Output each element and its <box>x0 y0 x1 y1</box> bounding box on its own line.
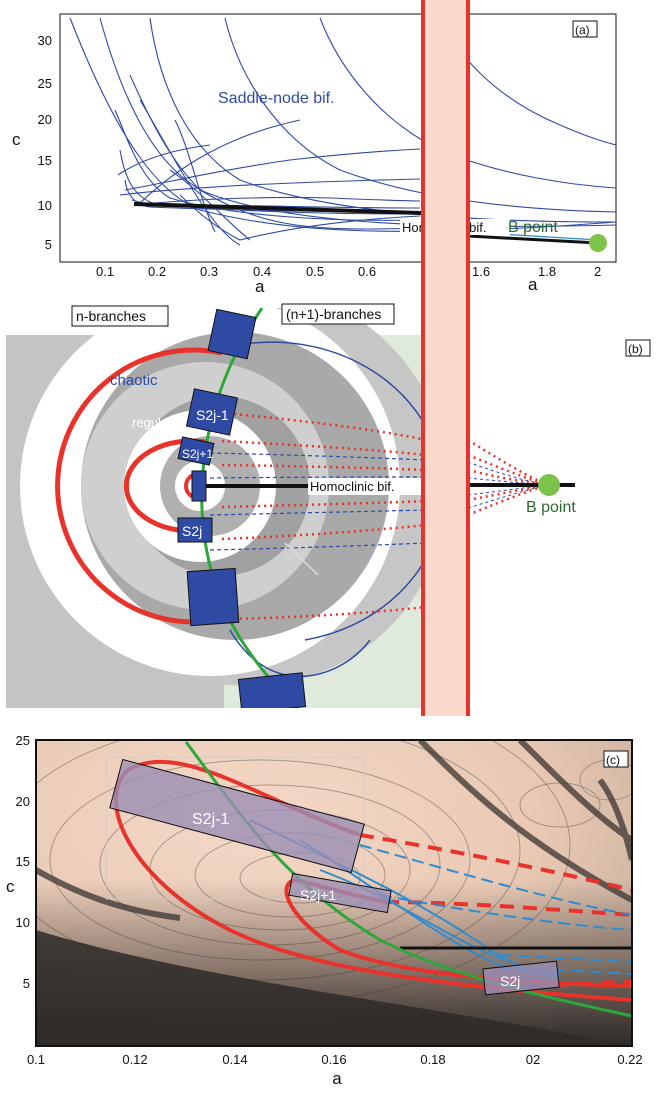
homoclinic-line-a-right <box>467 234 599 245</box>
n1-branches-box <box>281 303 395 325</box>
panel-b: n-branches (n+1)-branches chaotic regula… <box>6 303 651 708</box>
xtick-c-0.1: 0.1 <box>27 1052 45 1067</box>
chaotic-label: chaotic <box>110 372 158 389</box>
xtick-c-02: 02 <box>526 1052 540 1067</box>
label-b-S2j-1: S2j-1 <box>196 407 229 423</box>
ytick-a-20: 20 <box>38 112 52 127</box>
xtick-c-0.16: 0.16 <box>321 1052 346 1067</box>
label-c-S2j: S2j <box>500 973 520 989</box>
xlabel-a-right: a <box>528 275 538 294</box>
blue-box-lower <box>186 567 240 627</box>
blue-arc-bottom <box>229 629 371 678</box>
ytick-c-20: 20 <box>16 794 30 809</box>
ytick-c-10: 10 <box>16 915 30 930</box>
inset-frame <box>105 756 365 900</box>
ytick-a-10: 10 <box>38 198 52 213</box>
box-S2j+1 <box>177 436 215 466</box>
band-fill <box>424 0 468 716</box>
panel-c-dark-bottom <box>36 930 632 1046</box>
n-branches-box <box>71 305 169 327</box>
xtick-a-0.3: 0.3 <box>200 264 218 279</box>
ytick-c-5: 5 <box>23 976 30 991</box>
label-c-S2j+1: S2j+1 <box>300 887 336 903</box>
xtick-a-1.6: 1.6 <box>472 264 490 279</box>
box-S2j-1 <box>185 388 239 436</box>
panel-a-xticks: 0.1 0.2 0.3 0.4 0.5 0.6 1.6 1.8 2 <box>96 264 601 279</box>
homoclinic-line-a <box>133 202 422 215</box>
panel-c-yticks: 25 20 15 10 5 <box>16 733 30 991</box>
blue-box-bottom <box>237 672 307 708</box>
panel-a-yticks: 30 25 20 15 10 5 <box>38 33 52 252</box>
xlabel-c: a <box>332 1069 342 1088</box>
panel-c: S2j-1 S2j+1 S2j (c) 25 20 15 10 5 0.1 0.… <box>6 733 643 1088</box>
xtick-a-0.2: 0.2 <box>148 264 166 279</box>
xtick-a-0.6: 0.6 <box>358 264 376 279</box>
box-c-S2j <box>482 960 560 996</box>
xtick-a-0.1: 0.1 <box>96 264 114 279</box>
panel-b-tag: (b) <box>628 342 643 356</box>
xtick-a-1.8: 1.8 <box>538 264 556 279</box>
n1-branches-label: (n+1)-branches <box>286 306 381 322</box>
box-c-S2j-1 <box>109 758 365 874</box>
panel-a-tag-box <box>572 20 598 38</box>
box-core <box>191 470 207 502</box>
bpoint-marker-b <box>538 474 560 496</box>
xtick-a-2: 2 <box>594 264 601 279</box>
red-curve-outer <box>113 759 632 1002</box>
xtick-c-0.12: 0.12 <box>122 1052 147 1067</box>
regular-label: regular <box>132 415 173 430</box>
xtick-a-0.5: 0.5 <box>306 264 324 279</box>
ytick-c-25: 25 <box>16 733 30 748</box>
label-b-S2j+1: S2j+1 <box>182 447 213 461</box>
xtick-c-0.14: 0.14 <box>222 1052 247 1067</box>
xtick-c-0.22: 0.22 <box>617 1052 642 1067</box>
panel-c-tag: (c) <box>606 753 620 767</box>
red-dotted-lines <box>221 411 426 621</box>
blue-box-top <box>207 308 257 360</box>
ytick-c-15: 15 <box>16 854 30 869</box>
homoclinic-label-bg-b <box>308 478 424 495</box>
label-b-S2j: S2j <box>182 523 202 539</box>
label-c-S2j-1: S2j-1 <box>192 811 229 828</box>
panel-a: 30 25 20 15 10 5 0.1 0.2 0.3 0.4 0.5 0.6… <box>12 13 617 296</box>
bpoint-label-a: B point <box>508 219 558 236</box>
box-c-S2j+1 <box>288 872 392 914</box>
light-tick <box>284 542 319 576</box>
red-spiral-outer <box>55 347 223 625</box>
bpoint-marker-a <box>589 234 607 252</box>
box-S2j <box>177 517 213 543</box>
red-spiral-middle <box>123 438 206 534</box>
n-branches-label: n-branches <box>76 308 146 324</box>
xlabel-a-left: a <box>255 277 265 296</box>
xtick-a-0.4: 0.4 <box>253 264 271 279</box>
ytick-a-5: 5 <box>45 237 52 252</box>
ytick-a-30: 30 <box>38 33 52 48</box>
panel-c-frame <box>35 739 633 1047</box>
bpoint-label-b: B point <box>526 499 576 516</box>
panel-a-tag: (a) <box>575 23 590 37</box>
panel-b-tag-box <box>625 339 651 357</box>
ylabel-a: c <box>12 130 21 149</box>
ytick-a-25: 25 <box>38 76 52 91</box>
panel-c-xticks: 0.1 0.12 0.14 0.16 0.18 02 0.22 <box>27 1052 643 1067</box>
blue-arc-outer <box>237 341 426 641</box>
ylabel-c: c <box>6 877 15 896</box>
saddle-node-label: Saddle-node bif. <box>218 90 335 107</box>
vertical-band <box>421 0 470 716</box>
panel-c-tag-box <box>603 750 629 768</box>
blue-dashed-lines <box>209 452 426 551</box>
ytick-a-15: 15 <box>38 153 52 168</box>
homoclinic-label-b: Homoclinic bif. <box>310 479 395 494</box>
xtick-c-0.18: 0.18 <box>420 1052 445 1067</box>
